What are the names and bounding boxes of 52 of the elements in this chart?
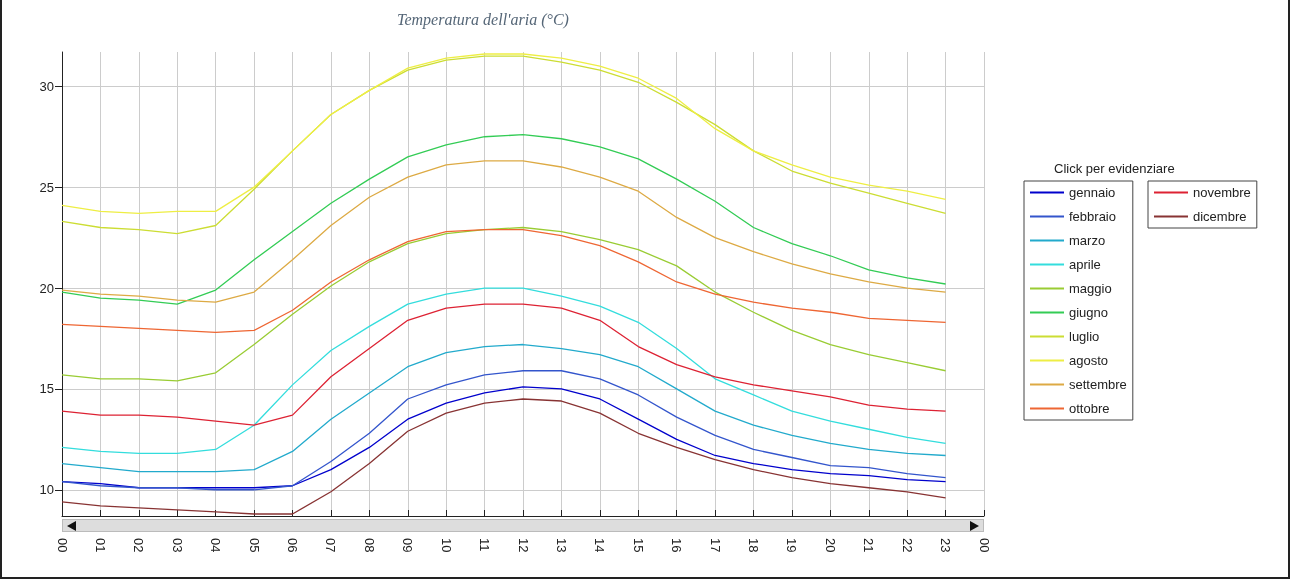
legend-label: ottobre bbox=[1069, 401, 1110, 416]
x-tick-label: 17 bbox=[707, 538, 723, 553]
line-series bbox=[61, 226, 947, 382]
x-tick-label: 16 bbox=[669, 538, 685, 553]
legend-label: settembre bbox=[1069, 377, 1127, 392]
x-tick-label: 19 bbox=[784, 538, 800, 553]
legend-label: giugno bbox=[1069, 305, 1109, 320]
line-series bbox=[61, 398, 947, 515]
x-tick-label: 13 bbox=[553, 538, 569, 553]
x-tick-label: 20 bbox=[822, 538, 838, 553]
legend-label: agosto bbox=[1069, 353, 1109, 368]
y-tick-label: 10 bbox=[39, 482, 54, 498]
x-tick-label: 21 bbox=[861, 538, 877, 553]
legend-label: aprile bbox=[1069, 257, 1101, 272]
x-tick-label: 14 bbox=[592, 538, 608, 553]
x-tick-label: 00 bbox=[976, 538, 992, 553]
y-tick-label: 25 bbox=[39, 179, 54, 195]
y-tick-label: 15 bbox=[39, 381, 54, 397]
x-tick-label: 08 bbox=[361, 538, 377, 553]
x-tick-label: 05 bbox=[246, 538, 262, 553]
x-tick-label: 09 bbox=[400, 538, 416, 553]
x-tick-label: 01 bbox=[92, 538, 108, 553]
x-tick-label: 00 bbox=[54, 538, 70, 553]
x-tick-label: 04 bbox=[208, 538, 224, 553]
x-tick-label: 15 bbox=[630, 538, 646, 553]
legend-label: gennaio bbox=[1069, 185, 1116, 200]
legend-label: maggio bbox=[1069, 281, 1112, 296]
legend-label: novembre bbox=[1193, 185, 1251, 200]
x-tick-label: 03 bbox=[169, 538, 185, 553]
line-series bbox=[61, 287, 947, 455]
legend-title: Click per evidenziare bbox=[1054, 161, 1175, 176]
line-series bbox=[61, 228, 947, 334]
legend-label: luglio bbox=[1069, 329, 1100, 344]
x-tick-label: 02 bbox=[131, 538, 147, 553]
x-tick-label: 07 bbox=[323, 538, 339, 553]
x-tick-label: 10 bbox=[438, 538, 454, 553]
line-series bbox=[61, 303, 947, 426]
y-tick-label: 30 bbox=[39, 78, 54, 94]
line-series bbox=[61, 134, 947, 305]
x-tick-label: 12 bbox=[515, 538, 531, 553]
x-tick-label: 23 bbox=[938, 538, 954, 553]
x-tick-label: 11 bbox=[477, 538, 493, 552]
legend-label: marzo bbox=[1069, 233, 1106, 248]
x-tick-label: 22 bbox=[899, 538, 915, 553]
legend-label: febbraio bbox=[1069, 209, 1116, 224]
legend-label: dicembre bbox=[1193, 209, 1247, 224]
y-tick-label: 20 bbox=[39, 280, 54, 296]
line-series bbox=[61, 160, 947, 303]
x-tick-label: 06 bbox=[285, 538, 300, 553]
chart-title: Temperatura dell'aria (°C) bbox=[397, 10, 569, 29]
line-series bbox=[61, 343, 947, 473]
x-tick-label: 18 bbox=[746, 538, 761, 553]
